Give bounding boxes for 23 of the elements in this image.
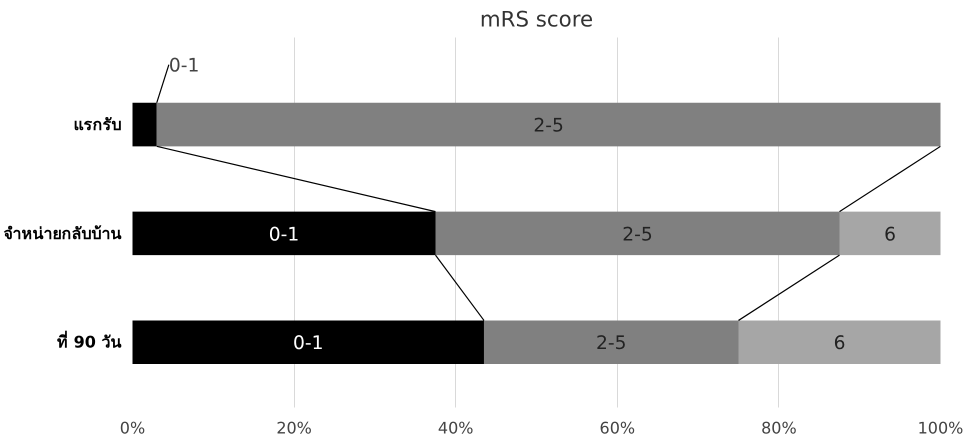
- series-label: 0-1: [268, 224, 300, 246]
- text: 6: [834, 333, 846, 354]
- x-tick-label: 60%: [600, 418, 636, 438]
- text: 0-1: [168, 56, 200, 77]
- y-tick-label: จำหน่ายกลับบ้าน: [4, 224, 122, 243]
- y-tick-label: ที่ 90 วัน: [57, 330, 122, 352]
- x-tick-label: 80%: [761, 418, 797, 438]
- series-label: 6: [884, 224, 896, 246]
- text: 2-5: [596, 333, 626, 354]
- chart-title: mRS score: [480, 8, 594, 32]
- bar: [484, 320, 738, 364]
- bar: [840, 212, 940, 256]
- bar: [738, 320, 940, 364]
- bar: [436, 212, 840, 256]
- x-tick-label: 100%: [918, 418, 964, 438]
- x-tick-label: 0%: [120, 418, 146, 438]
- x-tick-label: 20%: [276, 418, 312, 438]
- bar: [156, 102, 940, 146]
- series-label: 2-5: [533, 116, 564, 137]
- text: 2-5: [622, 224, 653, 246]
- x-tick-label: 40%: [438, 418, 474, 438]
- y-tick-label: แรกรับ: [74, 115, 122, 134]
- text: 0-1: [293, 333, 324, 354]
